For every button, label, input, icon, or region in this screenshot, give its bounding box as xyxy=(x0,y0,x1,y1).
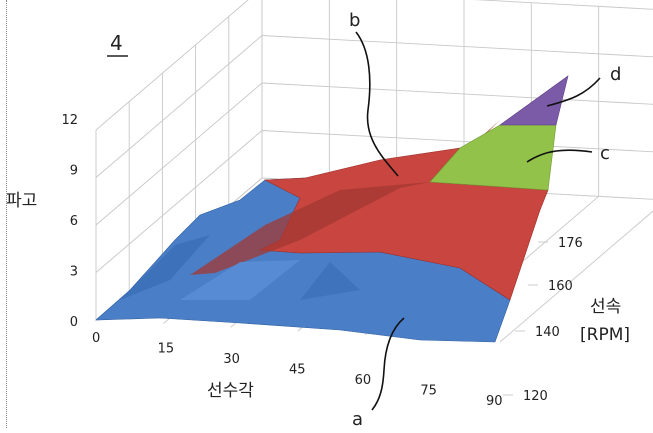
grid-line xyxy=(95,130,263,273)
z-tick-label: 6 xyxy=(70,214,78,229)
y-axis-title-line2: [RPM] xyxy=(580,325,630,345)
margin-dotted-line xyxy=(6,0,7,428)
leader-line-d xyxy=(546,77,601,107)
surface xyxy=(95,75,569,343)
x-axis-title: 선수각 xyxy=(207,381,254,401)
y-tick-label: 140 xyxy=(535,325,560,340)
grid-line xyxy=(261,35,653,58)
band-b-shade xyxy=(190,120,500,275)
leader-line-b xyxy=(355,31,399,177)
x-tick-label: 0 xyxy=(92,331,100,346)
figure-number: 4 xyxy=(110,31,123,55)
x-tick-label: 15 xyxy=(158,342,175,357)
z-tick-label: 3 xyxy=(70,265,78,280)
x-tick-label: 60 xyxy=(355,373,372,388)
z-axis-title: 파고 xyxy=(6,191,37,211)
z-tick-label: 12 xyxy=(61,113,78,128)
leader-line-c xyxy=(526,149,593,163)
x-tick-label: 75 xyxy=(420,384,437,399)
y-tick-label: 160 xyxy=(548,279,573,294)
y-tick-label: 120 xyxy=(523,389,548,404)
y-tick-label: 176 xyxy=(558,236,583,251)
label-b: b xyxy=(349,10,360,31)
band-a-facet xyxy=(180,260,300,300)
x-axis-ticks: 0 15 30 45 60 75 90 xyxy=(92,331,503,409)
label-a: a xyxy=(352,409,363,428)
y-axis-title-line1: 선속 xyxy=(590,297,621,317)
x-tick-label: 30 xyxy=(223,352,240,367)
grid-line xyxy=(95,82,263,226)
grid-line xyxy=(261,82,653,105)
grid-line xyxy=(499,210,653,343)
x-tick-label: 45 xyxy=(289,363,306,378)
z-tick-label: 9 xyxy=(70,164,78,179)
grid-line xyxy=(95,0,249,131)
band-d-region xyxy=(499,75,569,126)
z-axis-ticks: 0 3 6 9 12 xyxy=(61,113,78,330)
band-a-facet xyxy=(120,235,210,300)
grid-line xyxy=(95,35,263,178)
grid-line xyxy=(474,0,653,10)
band-a-facet xyxy=(300,262,360,300)
label-d: d xyxy=(610,64,621,85)
x-tick-label: 90 xyxy=(486,394,503,409)
label-c: c xyxy=(600,143,610,164)
z-tick-label: 0 xyxy=(70,315,78,330)
y-axis-ticks: 120 140 160 176 xyxy=(503,236,583,404)
leader-line-a xyxy=(371,317,405,411)
